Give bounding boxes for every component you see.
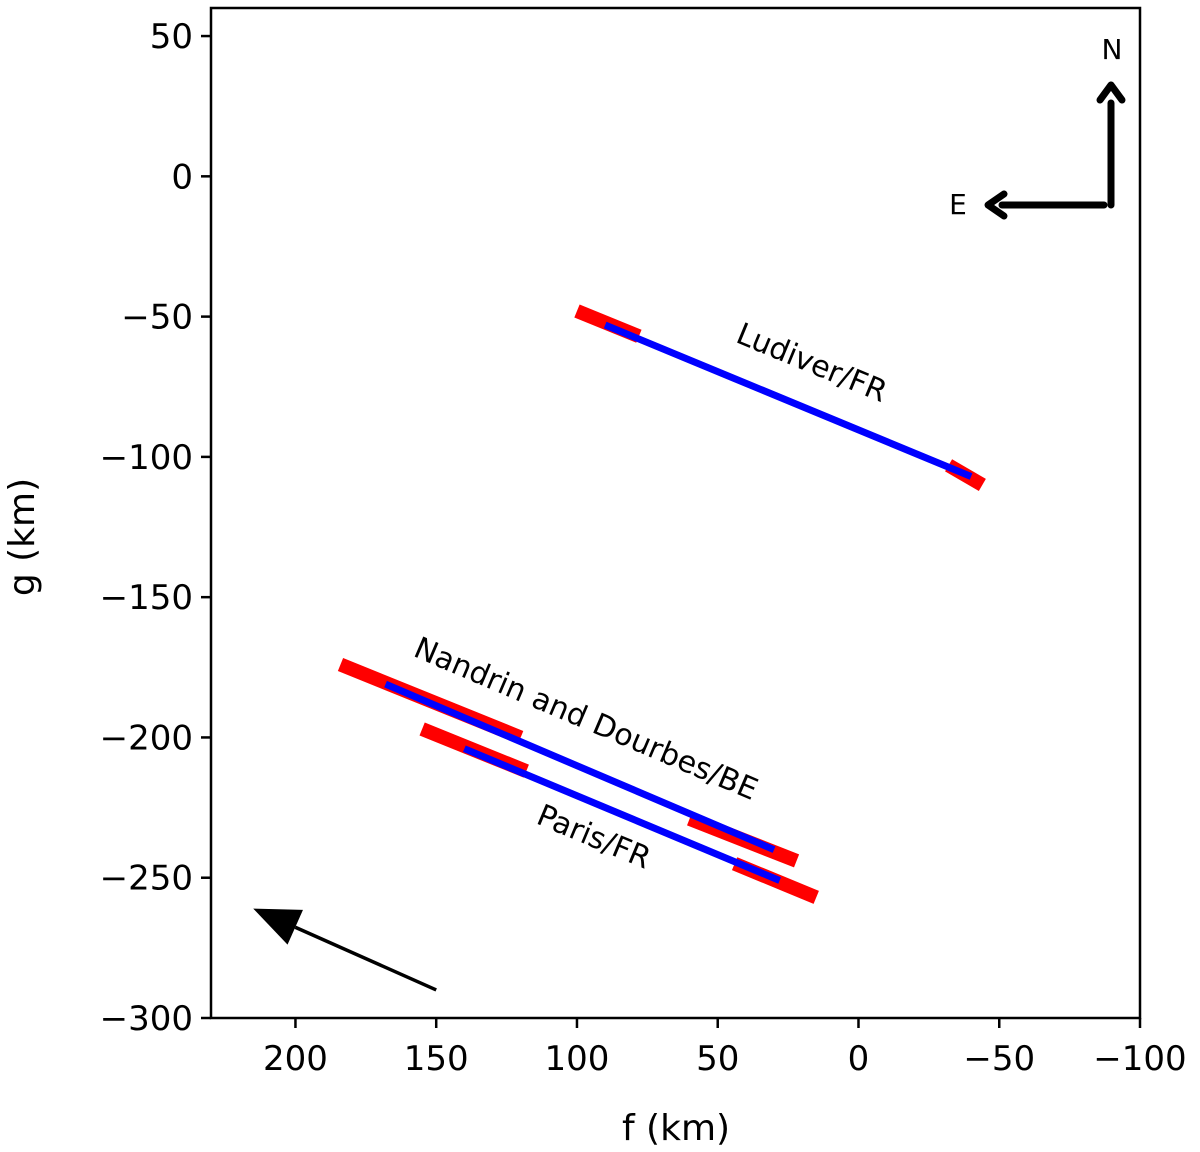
y-tick-label: −250 xyxy=(100,859,193,899)
east-arrowhead-icon xyxy=(984,190,1008,220)
x-axis: 200 150 100 50 0 −50 −100 xyxy=(263,1018,1187,1079)
y-tick-label: −50 xyxy=(121,298,193,338)
compass-north-label: N xyxy=(1102,33,1123,66)
y-tick-label: −150 xyxy=(100,578,193,618)
chord-label: Paris/FR xyxy=(532,798,656,876)
y-tick-label: −300 xyxy=(100,999,193,1039)
y-tick-label: −200 xyxy=(100,718,193,758)
x-axis-label: f (km) xyxy=(622,1108,730,1149)
x-tick-label: 50 xyxy=(696,1039,739,1079)
y-axis-label: g (km) xyxy=(2,478,43,596)
north-arrowhead-icon xyxy=(1096,81,1126,104)
x-tick-label: −100 xyxy=(1093,1039,1186,1079)
y-tick-label: 0 xyxy=(171,157,193,197)
motion-arrow-shaft xyxy=(294,925,437,992)
x-tick-label: 100 xyxy=(545,1039,610,1079)
chord-label: Ludiver/FR xyxy=(731,317,892,410)
chord-line xyxy=(384,680,776,853)
compass-east-label: E xyxy=(949,188,967,221)
x-tick-label: 150 xyxy=(404,1039,469,1079)
plot-frame xyxy=(209,6,1142,1020)
y-axis: 50 0 −50 −100 −150 −200 −250 −300 xyxy=(100,17,211,1039)
x-tick-label: 200 xyxy=(263,1039,328,1079)
x-tick-label: 0 xyxy=(848,1039,870,1079)
chord-line xyxy=(463,745,782,884)
chord-line xyxy=(603,321,973,480)
compass-rose: N E xyxy=(949,33,1126,221)
y-tick-label: 50 xyxy=(150,17,193,57)
y-tick-label: −100 xyxy=(100,438,193,478)
x-tick-label: −50 xyxy=(963,1039,1035,1079)
motion-arrowhead-icon xyxy=(253,908,303,945)
